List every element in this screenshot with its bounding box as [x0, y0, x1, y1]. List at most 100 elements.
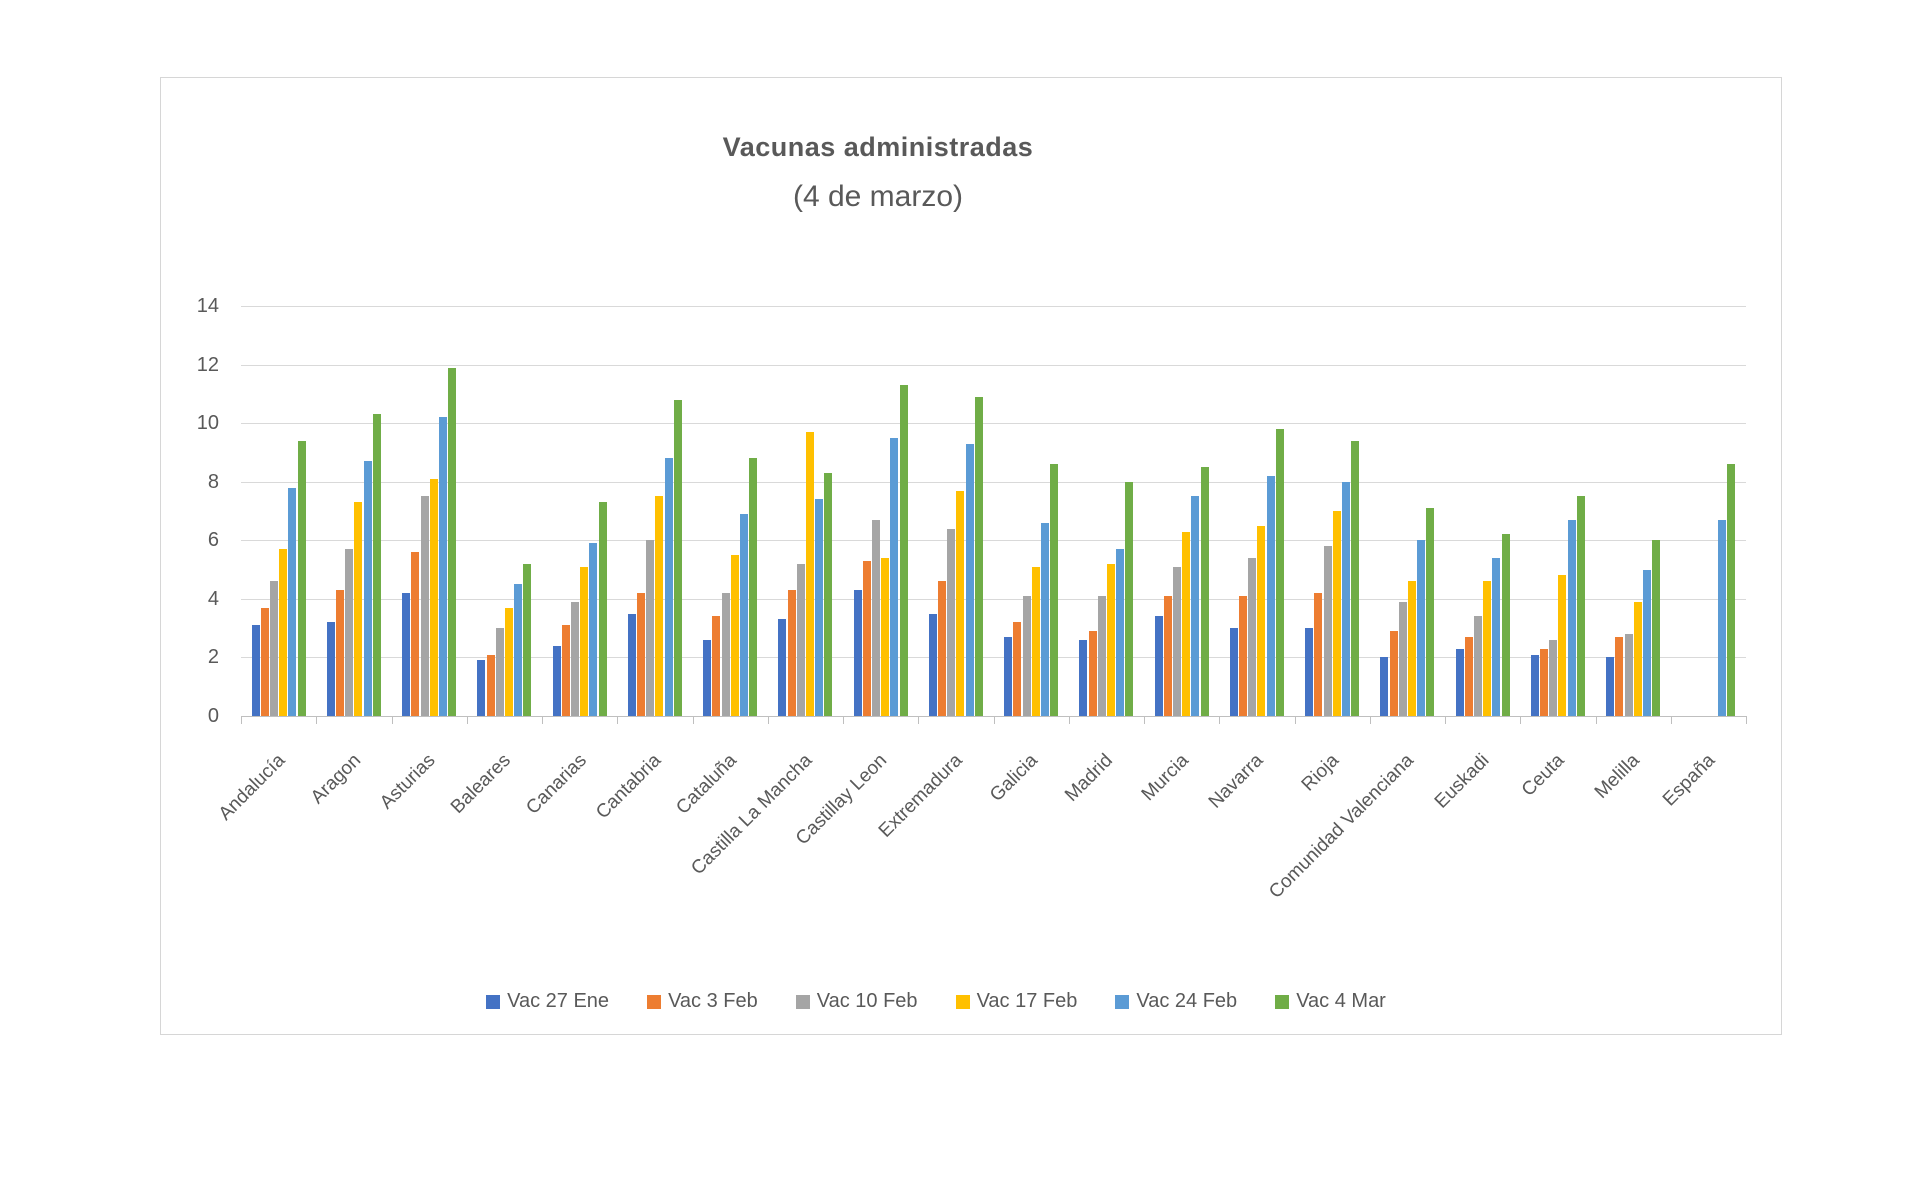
- bar-4-comunidad-valenciana: [1407, 581, 1416, 716]
- x-axis-tick: [1595, 716, 1597, 724]
- x-axis-tick: [1746, 716, 1747, 724]
- legend-label: Vac 17 Feb: [976, 990, 1078, 1012]
- bar-4-navarra: [1257, 525, 1266, 716]
- bar-1-madrid: [1079, 639, 1088, 716]
- gridline-y-4: [241, 598, 1746, 600]
- bar-4-cataluña: [730, 554, 739, 716]
- bar-6-asturias: [448, 367, 457, 716]
- x-axis-tick: [918, 716, 920, 724]
- bar-5-melilla: [1642, 569, 1651, 716]
- bar-3-asturias: [420, 496, 429, 716]
- legend-item: Vac 17 Feb: [955, 990, 1078, 1013]
- x-axis-tick: [843, 716, 844, 724]
- bar-1-aragon: [326, 622, 335, 716]
- bar-1-castillay-leon: [853, 590, 862, 716]
- legend-item: Vac 4 Mar: [1275, 990, 1386, 1013]
- x-axis-tick: [542, 716, 543, 724]
- bar-1-asturias: [402, 593, 411, 716]
- bar-3-euskadi: [1474, 616, 1483, 716]
- bar-5-extremadura: [965, 443, 974, 716]
- bar-5-ceuta: [1567, 519, 1576, 716]
- x-axis-tick: [692, 716, 694, 724]
- bar-2-navarra: [1239, 595, 1248, 716]
- bar-5-aragon: [363, 461, 372, 716]
- bar-4-rioja: [1332, 511, 1341, 716]
- legend-item: Vac 24 Feb: [1115, 990, 1237, 1013]
- legend-item: Vac 27 Ene: [486, 990, 609, 1013]
- x-axis-category-label: Asturias: [376, 750, 440, 814]
- bar-6-castillay-leon: [899, 385, 908, 716]
- y-axis-tick-label: 8: [207, 470, 219, 493]
- bar-2-euskadi: [1464, 636, 1473, 716]
- bar-1-galicia: [1004, 636, 1013, 716]
- bar-1-canarias: [552, 645, 561, 716]
- x-axis-tick: [767, 716, 769, 724]
- bar-2-melilla: [1615, 636, 1624, 716]
- x-axis-tick: [617, 716, 619, 724]
- bar-2-galicia: [1013, 622, 1022, 716]
- x-axis-tick: [316, 716, 318, 724]
- bar-6-españa: [1727, 464, 1736, 716]
- x-axis-tick: [1294, 716, 1296, 724]
- bar-4-baleares: [504, 607, 513, 716]
- legend-label: Vac 3 Feb: [668, 990, 758, 1012]
- y-axis-tick-label: 6: [207, 529, 219, 552]
- bar-5-comunidad-valenciana: [1417, 540, 1426, 716]
- bar-4-castilla-la-mancha: [805, 431, 814, 716]
- bar-1-castilla-la-mancha: [778, 619, 787, 716]
- bar-2-andalucía: [260, 607, 269, 716]
- bar-2-comunidad-valenciana: [1389, 631, 1398, 716]
- legend-swatch-icon: [1115, 994, 1130, 1009]
- bar-4-aragon: [354, 502, 363, 716]
- bar-6-castilla-la-mancha: [824, 472, 833, 716]
- bar-5-galicia: [1040, 522, 1049, 716]
- bar-1-ceuta: [1530, 654, 1539, 716]
- bar-5-murcia: [1191, 496, 1200, 716]
- y-axis-tick-label: 14: [196, 295, 219, 317]
- bar-3-navarra: [1248, 557, 1257, 716]
- bar-1-comunidad-valenciana: [1380, 657, 1389, 716]
- bar-1-cataluña: [703, 639, 712, 716]
- x-axis-tick: [993, 716, 995, 724]
- legend-swatch-icon: [795, 994, 810, 1009]
- legend-item: Vac 3 Feb: [647, 990, 758, 1013]
- x-axis-tick: [1369, 716, 1371, 724]
- bar-2-aragon: [336, 590, 345, 716]
- bar-1-baleares: [477, 660, 486, 716]
- bar-6-melilla: [1652, 540, 1661, 716]
- bar-2-cantabria: [637, 593, 646, 716]
- legend: Vac 27 Ene Vac 3 Feb Vac 10 Feb Vac 17 Feb V…: [241, 990, 1631, 1013]
- bar-2-asturias: [411, 552, 420, 716]
- bar-6-comunidad-valenciana: [1426, 508, 1435, 716]
- x-axis-category-label: Melilla: [1591, 750, 1644, 803]
- bar-4-canarias: [580, 566, 589, 716]
- gridline-y-8: [241, 481, 1746, 483]
- bar-2-canarias: [561, 625, 570, 716]
- bar-3-cataluña: [721, 593, 730, 716]
- bar-3-baleares: [495, 628, 504, 716]
- bar-6-navarra: [1275, 429, 1284, 716]
- bar-1-navarra: [1229, 628, 1238, 716]
- legend-label: Vac 4 Mar: [1296, 990, 1386, 1012]
- bar-4-cantabria: [655, 496, 664, 716]
- bar-2-madrid: [1088, 631, 1097, 716]
- x-axis-category-label: Madrid: [1061, 750, 1118, 806]
- bar-3-ceuta: [1549, 639, 1558, 716]
- x-axis-category-label: Canarias: [521, 750, 591, 819]
- bar-2-extremadura: [938, 581, 947, 716]
- bar-3-castilla-la-mancha: [796, 563, 805, 716]
- bar-6-galicia: [1050, 464, 1059, 716]
- legend-swatch-icon: [486, 994, 501, 1009]
- bar-5-asturias: [438, 417, 447, 716]
- bar-3-castillay-leon: [872, 519, 881, 716]
- bar-1-extremadura: [928, 613, 937, 716]
- x-axis-category-label: Euskadi: [1430, 750, 1494, 813]
- y-axis-tick-label: 0: [207, 705, 219, 727]
- legend-item: Vac 10 Feb: [795, 990, 918, 1013]
- bar-3-andalucía: [270, 581, 279, 716]
- y-axis-tick-label: 2: [207, 646, 219, 669]
- x-axis-category-label: Cataluña: [672, 750, 741, 819]
- bar-6-baleares: [523, 563, 532, 716]
- x-axis-tick: [1068, 716, 1070, 724]
- bar-1-melilla: [1606, 657, 1615, 716]
